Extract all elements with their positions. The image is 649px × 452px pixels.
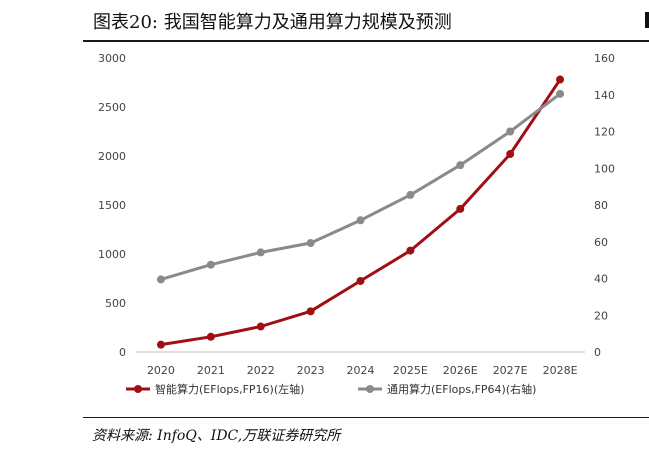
left-tick-label: 1500: [98, 199, 126, 212]
right-tick-label: 80: [594, 199, 608, 212]
left-tick-label: 1000: [98, 248, 126, 261]
legend-entry-smart: 智能算力(EFlops,FP16)(左轴): [126, 382, 304, 396]
source-divider: [83, 417, 649, 418]
x-tick-label: 2025E: [393, 364, 428, 377]
chart: 0 500 1000 1500 2000 2500 3000 0 20 40 60 80 100 120…: [98, 52, 615, 396]
legend: 智能算力(EFlops,FP16)(左轴) 通用算力(EFlops,FP64)(…: [126, 382, 536, 396]
data-point: [206, 260, 215, 269]
data-point: [256, 322, 265, 331]
right-tick-label: 0: [594, 346, 601, 359]
series-layer: [156, 75, 565, 349]
legend-marker-general: [366, 385, 374, 393]
x-tick-label: 2022: [247, 364, 275, 377]
x-tick-label: 2026E: [443, 364, 478, 377]
x-tick-label: 2023: [297, 364, 325, 377]
data-point: [406, 190, 415, 199]
data-point: [506, 127, 515, 136]
right-tick-label: 160: [594, 52, 615, 65]
left-tick-label: 500: [105, 297, 126, 310]
right-tick-label: 120: [594, 126, 615, 139]
data-point: [156, 275, 165, 284]
data-point: [356, 276, 365, 285]
data-point: [156, 340, 165, 349]
right-axis-ticks: 0 20 40 60 80 100 120 140 160: [594, 52, 615, 359]
legend-label-smart: 智能算力(EFlops,FP16)(左轴): [155, 382, 304, 396]
figure-title-bar: 图表20: 我国智能算力及通用算力规模及预测: [83, 0, 649, 42]
legend-entry-general: 通用算力(EFlops,FP64)(右轴): [358, 382, 536, 396]
x-tick-label: 2024: [347, 364, 375, 377]
right-tick-label: 60: [594, 236, 608, 249]
series-line-0: [160, 78, 562, 347]
figure-title: 图表20: 我国智能算力及通用算力规模及预测: [93, 12, 452, 33]
right-tick-label: 140: [594, 89, 615, 102]
data-point: [556, 75, 565, 84]
data-point: [506, 150, 515, 159]
x-tick-label: 2027E: [493, 364, 528, 377]
left-axis-ticks: 0 500 1000 1500 2000 2500 3000: [98, 52, 126, 359]
x-tick-label: 2020: [147, 364, 175, 377]
data-point: [356, 216, 365, 225]
series-line-1: [160, 92, 562, 281]
data-point: [556, 89, 565, 98]
left-tick-label: 2000: [98, 150, 126, 163]
right-tick-label: 20: [594, 309, 608, 322]
left-tick-label: 2500: [98, 101, 126, 114]
left-tick-label: 0: [119, 346, 126, 359]
legend-label-general: 通用算力(EFlops,FP64)(右轴): [387, 382, 536, 396]
data-point: [306, 307, 315, 316]
left-tick-label: 3000: [98, 52, 126, 65]
x-tick-label: 2021: [197, 364, 225, 377]
right-tick-label: 40: [594, 273, 608, 286]
data-point: [306, 239, 315, 248]
x-axis-ticks: 2020 2021 2022 2023 2024 2025E 2026E 2027E 2028E: [147, 364, 578, 377]
title-corner-mark: [645, 12, 649, 28]
data-point: [456, 161, 465, 170]
data-point: [206, 332, 215, 341]
legend-marker-smart: [134, 385, 142, 393]
source-note: 资料来源: InfoQ、IDC,万联证券研究所: [92, 428, 341, 444]
data-point: [406, 246, 415, 255]
x-tick-label: 2028E: [543, 364, 578, 377]
right-tick-label: 100: [594, 162, 615, 175]
data-point: [256, 248, 265, 257]
data-point: [456, 204, 465, 213]
